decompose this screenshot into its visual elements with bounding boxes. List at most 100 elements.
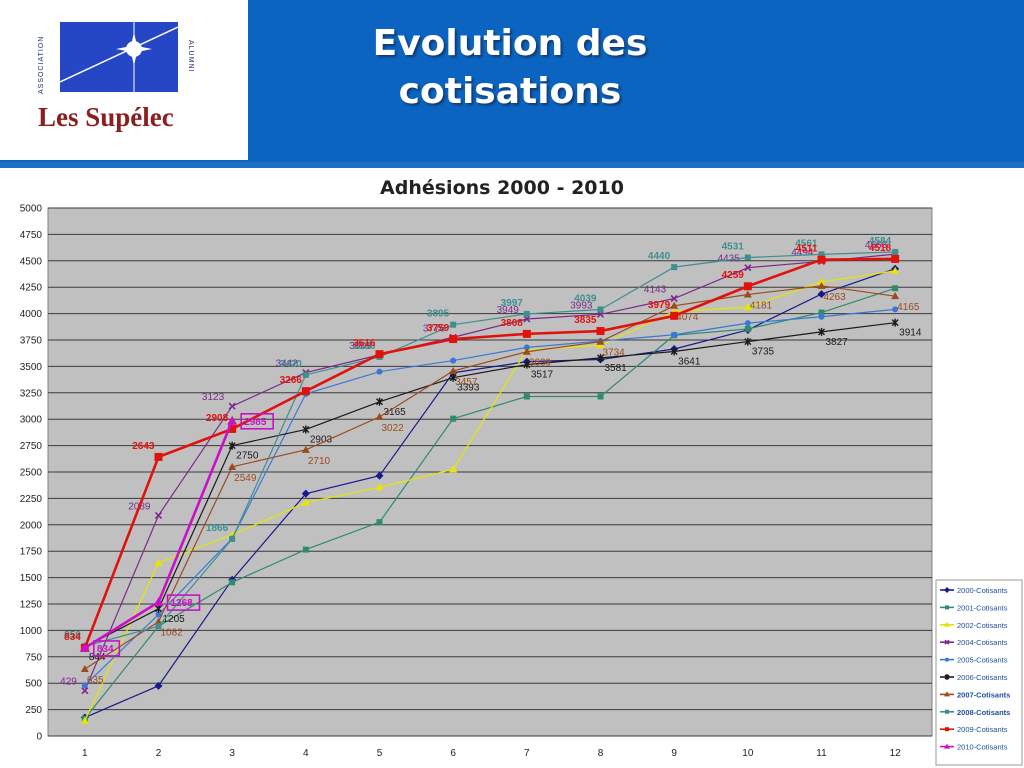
data-label: 3420 (280, 359, 303, 370)
data-label: 3997 (501, 298, 524, 309)
data-point (522, 347, 531, 355)
data-label: 3776 (423, 323, 446, 334)
data-label: 3581 (605, 363, 628, 374)
y-tick-label: 3750 (20, 336, 43, 347)
data-point (596, 327, 605, 336)
data-label: 3639 (529, 358, 552, 369)
data-point (154, 558, 163, 566)
data-point (818, 313, 825, 320)
data-point (744, 320, 751, 327)
logo-association-text: ASSOCIATION (38, 35, 45, 94)
data-label: 4440 (648, 251, 671, 262)
data-label: 2643 (132, 441, 155, 452)
y-tick-label: 4000 (20, 309, 43, 320)
series-line (84, 308, 896, 686)
data-label: 3734 (603, 348, 626, 359)
y-tick-label: 2250 (20, 494, 43, 505)
data-label: 2750 (236, 451, 259, 462)
data-point (375, 471, 384, 480)
series-line (84, 253, 896, 691)
data-point (892, 306, 899, 313)
x-tick-label: 11 (816, 748, 827, 759)
data-point (376, 519, 383, 526)
data-label: 4263 (824, 292, 847, 303)
data-label: 834 (97, 644, 114, 655)
data-point (944, 691, 950, 697)
data-point (944, 674, 950, 680)
data-label: 4511 (796, 244, 818, 255)
data-label: 2903 (310, 434, 333, 445)
data-label: 3759 (427, 323, 450, 334)
data-point (597, 353, 604, 362)
y-tick-label: 3500 (20, 362, 43, 373)
x-tick-label: 2 (156, 748, 162, 759)
slide-title-line1: Evolution des (372, 23, 648, 64)
data-point (302, 546, 309, 553)
data-point (670, 311, 679, 320)
data-point (523, 315, 531, 323)
x-tick-label: 5 (377, 748, 383, 759)
data-point (154, 681, 163, 690)
data-label: 635 (87, 675, 104, 686)
data-label: 3641 (678, 357, 701, 368)
y-tick-label: 1750 (20, 547, 43, 558)
y-tick-label: 2500 (20, 468, 43, 479)
data-point (596, 337, 605, 345)
data-point (671, 264, 678, 271)
data-label: 3895 (427, 309, 450, 320)
legend-label: 2007-Cotisants (957, 690, 1010, 699)
data-point (302, 371, 309, 378)
data-label: 4561 (795, 238, 818, 249)
logo-alumni-text: ALUMNI (187, 40, 194, 73)
data-point (597, 306, 604, 313)
data-label: 2908 (206, 413, 229, 424)
data-point (818, 251, 825, 258)
y-tick-label: 250 (25, 705, 42, 716)
data-point (892, 248, 899, 255)
data-point (744, 337, 752, 346)
series-line (84, 322, 896, 648)
data-point (892, 285, 899, 292)
x-tick-label: 3 (229, 748, 235, 759)
data-point (80, 716, 89, 724)
data-point (817, 255, 826, 264)
x-tick-label: 12 (890, 748, 902, 759)
x-tick-label: 7 (524, 748, 530, 759)
data-label: 4531 (722, 242, 745, 253)
data-point (301, 387, 310, 396)
data-label: 3827 (826, 337, 849, 348)
slide-title-line2: cotisations (398, 71, 622, 112)
data-point (449, 335, 458, 344)
data-label: 4494 (791, 247, 814, 258)
series-line (84, 285, 896, 670)
data-point (228, 402, 236, 410)
data-point (891, 318, 899, 327)
x-tick-label: 9 (671, 748, 677, 759)
chart: Adhésions 2000 - 2010 0 250 500 750 1000 1250 1… (20, 177, 1023, 766)
data-label: 3123 (202, 392, 225, 403)
data-label-box (93, 640, 121, 657)
legend (935, 579, 1023, 766)
legend-label: 2000-Cotisants (957, 586, 1008, 595)
legend-label: 2010-Cotisants (957, 743, 1008, 752)
data-point (523, 310, 530, 317)
legend-label: 2006-Cotisants (957, 673, 1008, 682)
data-label: 1866 (206, 523, 229, 534)
data-label: 3993 (570, 300, 593, 311)
x-tick-label: 6 (450, 748, 456, 759)
data-label-box (240, 412, 274, 430)
logo-star-graphic (59, 22, 179, 92)
data-point (450, 357, 457, 364)
data-label: 3266 (280, 375, 303, 386)
data-point (228, 424, 237, 433)
data-label: 844 (89, 652, 106, 663)
data-point (944, 621, 950, 627)
series-line (84, 251, 896, 647)
data-label: 3949 (497, 305, 520, 316)
data-point (228, 441, 236, 450)
data-label: 3616 (353, 338, 376, 349)
data-label: 3442 (276, 359, 299, 370)
y-tick-label: 4500 (20, 256, 43, 267)
data-point (817, 281, 826, 289)
data-label: 3609 (349, 341, 372, 352)
